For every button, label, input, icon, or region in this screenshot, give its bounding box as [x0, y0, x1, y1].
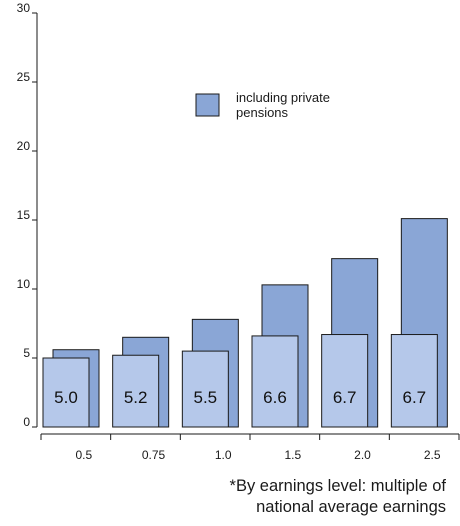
footnote: *By earnings level: multiple of national…	[116, 476, 446, 518]
bar-value-label: 5.2	[124, 388, 148, 407]
y-axis: 0 5 10 15 20 25 30	[17, 1, 38, 429]
bar-value-label: 5.0	[54, 388, 78, 407]
bar-base	[112, 354, 160, 428]
bar-value-label: 6.6	[263, 388, 287, 407]
x-category-label: 2.0	[354, 448, 371, 462]
legend-swatch	[195, 93, 220, 117]
bar-value-label: 6.7	[333, 388, 357, 407]
y-tick-label: 25	[17, 70, 31, 84]
footnote-line1: *By earnings level: multiple of	[229, 477, 446, 495]
x-axis: 0.5 0.75 1.0 1.5 2.0 2.5	[40, 433, 460, 462]
x-category-label: 1.0	[215, 448, 232, 462]
bar-base	[251, 335, 299, 428]
y-tick-label: 20	[17, 139, 31, 153]
bar-base	[390, 334, 438, 428]
legend-label-line2: pensions	[236, 105, 289, 120]
legend-label-line1: including private	[236, 90, 330, 105]
y-tick-label: 30	[17, 1, 31, 15]
y-tick-label: 0	[23, 415, 30, 429]
y-tick-label: 5	[23, 346, 30, 360]
bar-value-label: 5.5	[194, 388, 218, 407]
bar-base	[321, 334, 369, 428]
x-category-label: 0.75	[142, 448, 166, 462]
bar-base	[42, 357, 90, 428]
x-category-label: 1.5	[284, 448, 301, 462]
y-tick-label: 10	[17, 277, 31, 291]
x-category-label: 2.5	[424, 448, 441, 462]
footnote-line2: national average earnings	[256, 498, 446, 516]
legend: including private pensions	[195, 90, 330, 120]
y-tick-label: 15	[17, 208, 31, 222]
bar-value-label: 6.7	[403, 388, 427, 407]
bar-base	[181, 350, 229, 428]
bars-group: 5.0 5.2 5.5 6.6 6.7 6.7	[42, 218, 448, 428]
x-category-label: 0.5	[75, 448, 92, 462]
